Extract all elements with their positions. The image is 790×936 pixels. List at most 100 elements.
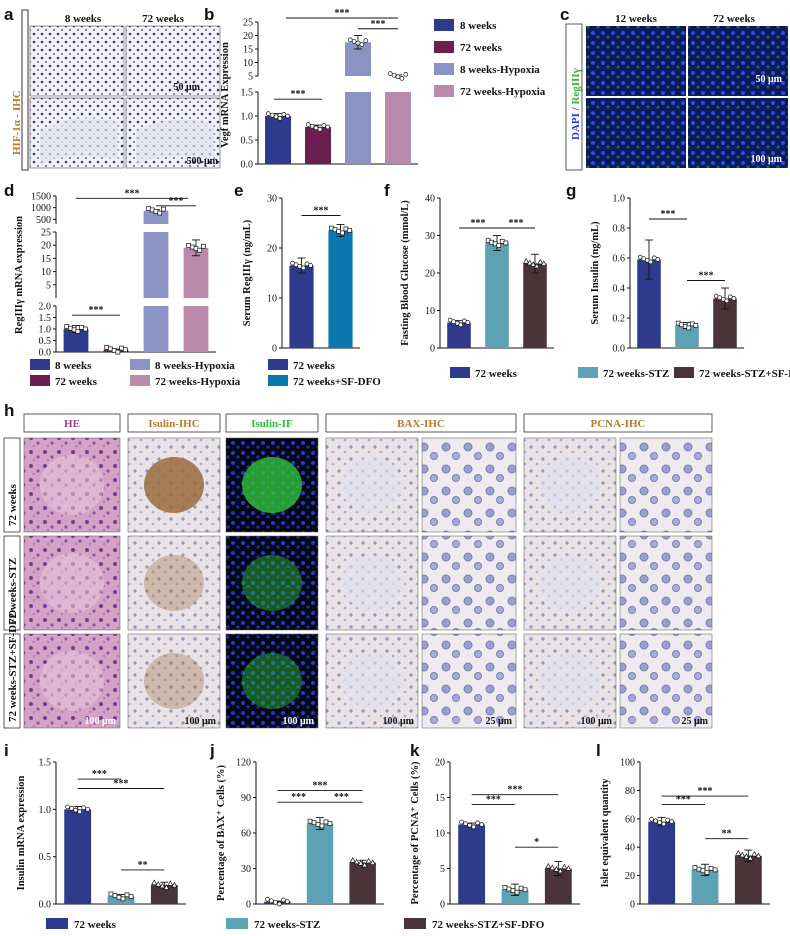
panel-c-micrograph	[688, 98, 788, 168]
legend-swatch-ijkl-0	[46, 918, 68, 929]
legend-d-0: 8 weeks	[55, 360, 92, 372]
legend-swatch-b-2	[434, 63, 454, 75]
panel-label-f: f	[384, 181, 390, 200]
legend-e-0: 72 weeks	[293, 360, 336, 372]
bar-b-3-lower	[385, 92, 411, 164]
panel-h-scale-bar: 100 μm	[185, 716, 217, 727]
tick-label: 5	[248, 72, 253, 83]
tick-label: 1000	[31, 203, 51, 214]
panel-h-col-0: HE	[64, 418, 80, 430]
panel-h-micrograph	[225, 535, 319, 631]
sig-b-1: ***	[335, 8, 350, 19]
bar-i-0	[64, 809, 92, 904]
panel-h-micrograph	[127, 437, 221, 533]
bar-g-2	[713, 298, 737, 348]
ylabel-i: Insulin mRNA expression	[16, 775, 27, 890]
tick-label: 1500	[31, 192, 51, 203]
legend-b-3: 72 weeks-Hypoxia	[460, 86, 546, 98]
tick-label: 1.5	[39, 758, 52, 769]
tick-label: 10	[41, 267, 51, 278]
bar-j-1	[306, 823, 334, 904]
panel-c-side-label: DAPI / RegIIIγ	[570, 68, 582, 140]
legend-swatch-e-0	[268, 359, 288, 370]
tick-label: 30	[241, 864, 251, 875]
panel-c-micrograph	[586, 26, 686, 96]
panel-h-micrograph	[619, 437, 713, 533]
legend-swatch-e-1	[268, 375, 288, 386]
panel-a-micrograph	[125, 25, 221, 97]
ylabel-b: Vegf mRNA Expression	[220, 42, 231, 148]
panel-h-scale-bar: 100 μm	[85, 716, 117, 727]
legend-swatch-d-3	[130, 375, 150, 386]
tick-label: 0	[440, 900, 445, 911]
legend-b-0: 8 weeks	[460, 20, 497, 32]
panel-a-col2: 72 weeks	[142, 13, 185, 25]
panel-h-micrograph	[619, 633, 713, 729]
sig-j-0: ***	[291, 792, 306, 803]
legend-d-3: 72 weeks-Hypoxia	[155, 376, 241, 388]
panel-label-g: g	[566, 181, 576, 200]
legend-swatch-b-1	[434, 41, 454, 53]
tick-label: 0.5	[39, 336, 52, 347]
panel-label-c: c	[560, 5, 569, 24]
bar-b-1	[305, 127, 331, 164]
tick-label: 0.5	[241, 136, 254, 147]
bar-f-2	[523, 263, 547, 348]
legend-swatch-fg-2	[674, 367, 694, 378]
tick-label: 10	[243, 58, 253, 69]
panel-h-scale-bar: 100 μm	[383, 716, 415, 727]
panel-h-micrograph	[421, 535, 517, 631]
tick-label: 40	[625, 843, 635, 854]
sig-l-2: **	[722, 829, 732, 840]
tick-label: 25	[243, 18, 253, 29]
panel-label-l: l	[596, 741, 601, 760]
sig-d-1: ***	[125, 188, 140, 199]
legend-swatch-d-2	[130, 359, 150, 370]
legend-ijkl-0: 72 weeks	[74, 919, 117, 931]
legend-swatch-b-0	[434, 19, 454, 31]
tick-label: 20	[625, 871, 635, 882]
panel-c-col2: 72 weeks	[713, 13, 756, 25]
ylabel-l: Islet equivalent quantity	[600, 778, 611, 888]
sig-l-1: ***	[698, 786, 713, 797]
panel-h-scale-bar: 25 μm	[486, 716, 513, 727]
panel-a-micrograph	[29, 25, 125, 97]
panel-h-row-2: 72 weeks-STZ+SF-DFO	[7, 609, 19, 722]
tick-label: 0.5	[39, 852, 52, 863]
tick-label: 0.0	[241, 160, 254, 171]
ylabel-k: Percentage of PCNA⁺ Cells (%)	[410, 761, 421, 904]
panel-h-micrograph	[127, 535, 221, 631]
legend-d-2: 8 weeks-Hypoxia	[155, 360, 235, 372]
bar-l-0	[648, 821, 676, 904]
legend-fg-1: 72 weeks-STZ	[603, 368, 669, 380]
tick-label: 10	[267, 294, 277, 305]
tick-label: 30	[425, 231, 435, 242]
panel-h-micrograph	[421, 633, 517, 729]
panel-c-scale-bottom: 100 μm	[751, 154, 783, 165]
sig-i-2: **	[138, 860, 148, 871]
legend-b-1: 72 weeks	[460, 42, 503, 54]
legend-swatch-ijkl-1	[226, 918, 248, 929]
bar-d-2-lower	[143, 306, 169, 352]
tick-label: 5	[46, 280, 51, 291]
bar-d-0	[63, 329, 89, 352]
panel-label-a: a	[4, 5, 14, 24]
sig-b-2: ***	[371, 19, 386, 30]
ylabel-d: RegIIIγ mRNA expression	[14, 216, 25, 334]
tick-label: 15	[435, 793, 445, 804]
bar-b-0	[265, 116, 291, 164]
panel-h-col-4: PCNA-IHC	[591, 418, 646, 430]
panel-h-micrograph	[421, 437, 517, 533]
bar-k-1	[501, 889, 529, 904]
sig-f-0: ***	[471, 218, 486, 229]
tick-label: 500	[36, 215, 51, 226]
panel-a-col1: 8 weeks	[65, 13, 102, 25]
bar-e-1	[328, 230, 353, 348]
bar-d-3-lower	[183, 306, 209, 352]
panel-label-h: h	[4, 401, 14, 420]
legend-swatch-d-1	[30, 375, 50, 386]
panel-h-col-1: Isulin-IHC	[148, 418, 199, 430]
tick-label: 1.0	[613, 194, 626, 205]
tick-label: 1.0	[39, 325, 52, 336]
